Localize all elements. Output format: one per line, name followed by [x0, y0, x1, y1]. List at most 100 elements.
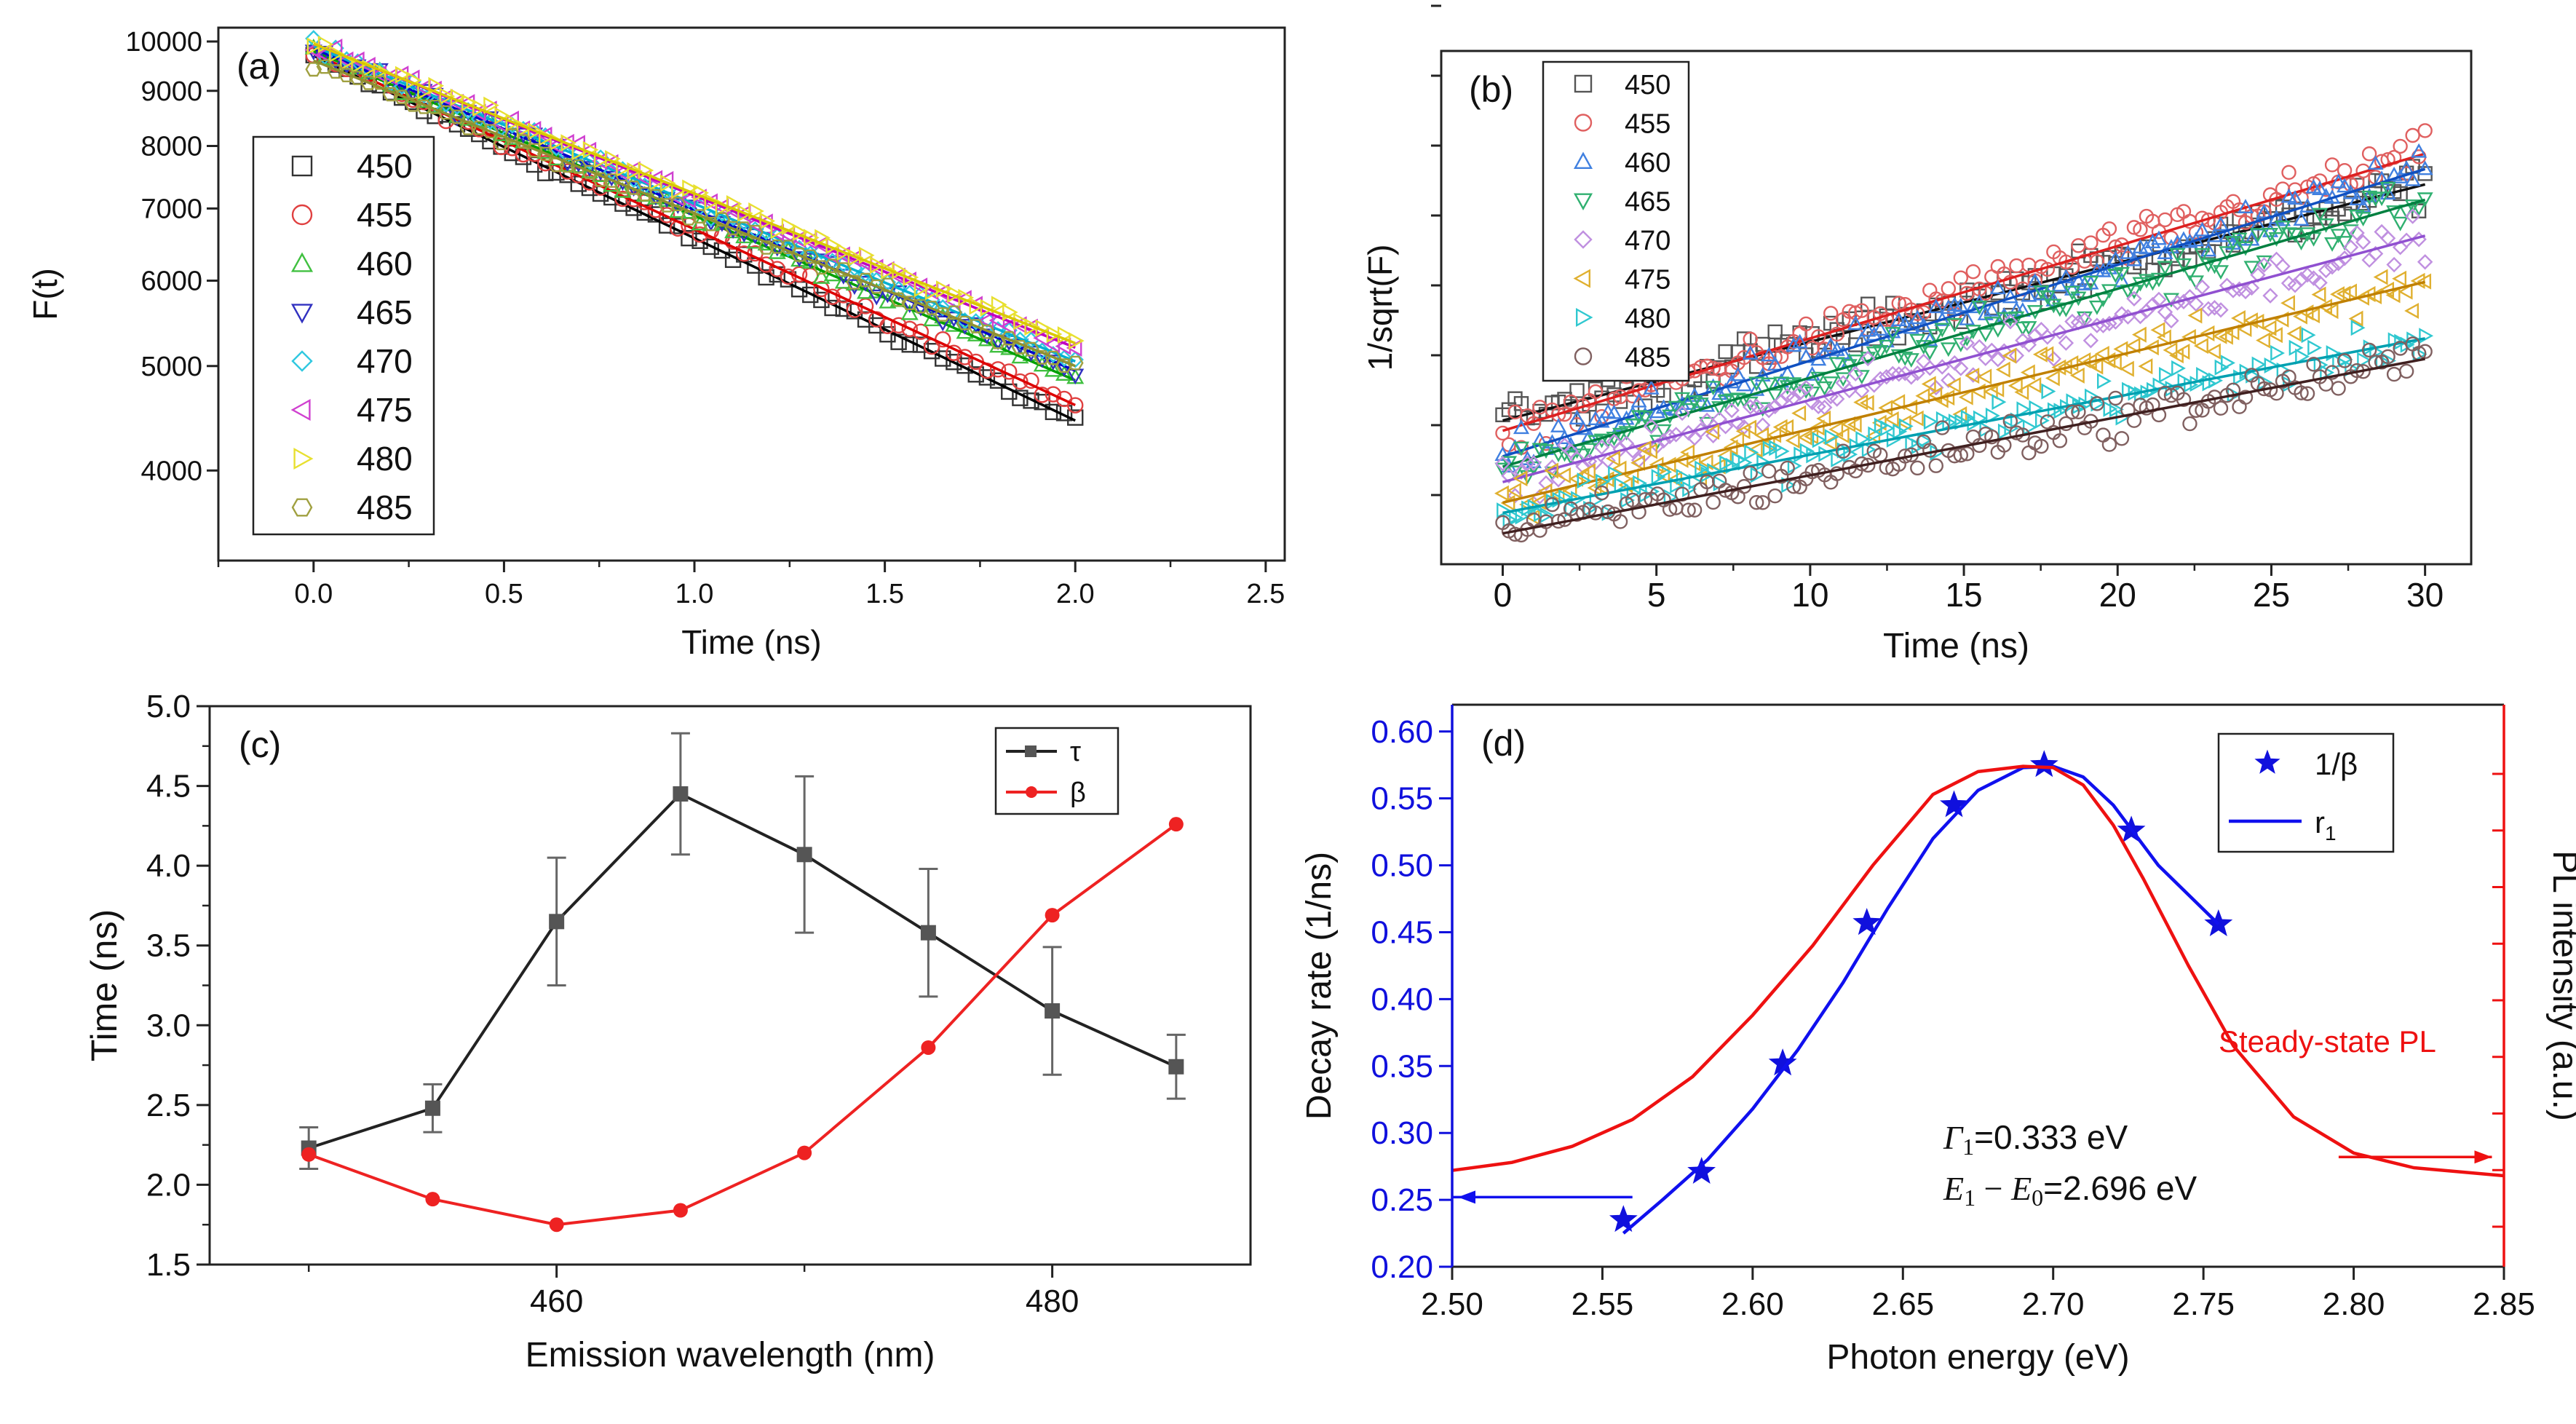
data-point	[748, 202, 764, 221]
data-point	[2225, 382, 2241, 398]
data-point	[967, 366, 984, 383]
data-point	[1609, 1205, 1638, 1233]
fit-line	[1502, 280, 2426, 505]
data-point	[1884, 411, 1899, 428]
data-point	[1828, 421, 1844, 438]
legend-item: 470	[291, 342, 413, 380]
data-point	[1928, 379, 1944, 396]
data-point	[1662, 428, 1678, 445]
data-point	[1761, 347, 1778, 362]
data-point	[505, 114, 522, 132]
legend-label: 480	[1625, 304, 1671, 334]
legend-item: 1/β	[2254, 747, 2358, 781]
data-point	[1859, 395, 1874, 411]
data-point	[2312, 274, 2328, 291]
data-point	[2374, 224, 2390, 240]
legend: 1/β r1	[2217, 732, 2395, 853]
data-point	[1953, 448, 1969, 463]
data-point	[1767, 349, 1783, 365]
data-point	[2417, 273, 2432, 290]
legend-marker	[1574, 230, 1593, 249]
data-point	[2324, 259, 2340, 275]
data-point	[1935, 420, 1950, 435]
y-axis-right-label: PL intensity (a.u.)	[2545, 850, 2576, 1121]
y-tick-label: 8000	[140, 132, 202, 162]
data-point	[2200, 301, 2216, 317]
data-point	[2058, 269, 2074, 284]
data-point	[967, 325, 985, 341]
data-point	[2270, 344, 2286, 362]
panel-label: (c)	[239, 724, 281, 765]
data-point	[1594, 485, 1609, 501]
data-point	[2238, 389, 2254, 405]
data-point	[1013, 312, 1029, 331]
data-point	[1897, 351, 1914, 366]
data-point	[2349, 210, 2366, 224]
data-point	[2107, 354, 2122, 371]
data-point	[1513, 441, 1530, 456]
data-point	[1985, 407, 2000, 424]
data-point	[2097, 373, 2112, 389]
legend-label: 480	[357, 440, 413, 478]
data-point	[989, 361, 1007, 378]
data-point	[2175, 344, 2190, 360]
data-point	[2349, 191, 2366, 206]
data-point	[1507, 526, 1523, 542]
data-point	[1940, 790, 1968, 818]
data-point	[1816, 344, 1833, 360]
data-point	[1823, 306, 1839, 321]
data-point	[1513, 464, 1529, 480]
data-point	[1852, 908, 1882, 936]
data-point	[2008, 347, 2025, 364]
data-point	[2133, 222, 2148, 237]
data-point	[2144, 339, 2159, 356]
data-point	[1556, 467, 1571, 484]
x-tick-label: 25	[2253, 576, 2290, 614]
legend-item: 480	[293, 440, 413, 478]
data-point	[2417, 254, 2433, 270]
data-point	[1614, 477, 1629, 494]
data-point	[912, 336, 930, 353]
data-point	[2108, 390, 2123, 406]
data-point	[1494, 462, 1511, 478]
panel-label: (d)	[1481, 723, 1526, 764]
data-point	[1822, 435, 1837, 451]
data-point	[1816, 381, 1833, 396]
data-point	[1779, 380, 1796, 395]
data-point	[2150, 230, 2167, 245]
data-point	[1748, 381, 1765, 396]
data-point	[2219, 277, 2235, 293]
data-point	[2094, 345, 2109, 363]
data-point	[2355, 234, 2371, 250]
data-point	[338, 68, 355, 82]
data-point	[2033, 285, 2050, 300]
data-point	[1012, 373, 1029, 390]
x-tick-label: 2.80	[2323, 1286, 2385, 1322]
data-point	[404, 97, 421, 112]
data-point	[835, 300, 852, 317]
energy-e0-sub: 0	[2032, 1184, 2043, 1211]
data-point	[1798, 316, 1814, 332]
data-point	[1519, 455, 1536, 471]
data-point	[1767, 389, 1783, 403]
legend: τβ	[994, 727, 1119, 815]
data-point	[978, 324, 996, 339]
energy-value: =2.696 eV	[2043, 1169, 2197, 1207]
data-point	[1971, 339, 1988, 355]
y-tick-label: 5.0	[146, 689, 191, 724]
data-point	[1810, 398, 1826, 415]
fit-line	[313, 42, 1076, 345]
data-point	[846, 274, 863, 290]
data-point	[673, 786, 689, 802]
data-point	[2324, 237, 2341, 252]
data-point	[1562, 451, 1580, 465]
x-tick-label: 10	[1791, 576, 1828, 614]
data-point	[2219, 227, 2235, 242]
data-point	[1835, 372, 1852, 387]
data-point	[2120, 244, 2136, 259]
data-point	[1896, 414, 1911, 431]
panel-label: (b)	[1469, 69, 1513, 110]
data-point	[1952, 338, 1969, 352]
data-point	[2176, 392, 2192, 408]
